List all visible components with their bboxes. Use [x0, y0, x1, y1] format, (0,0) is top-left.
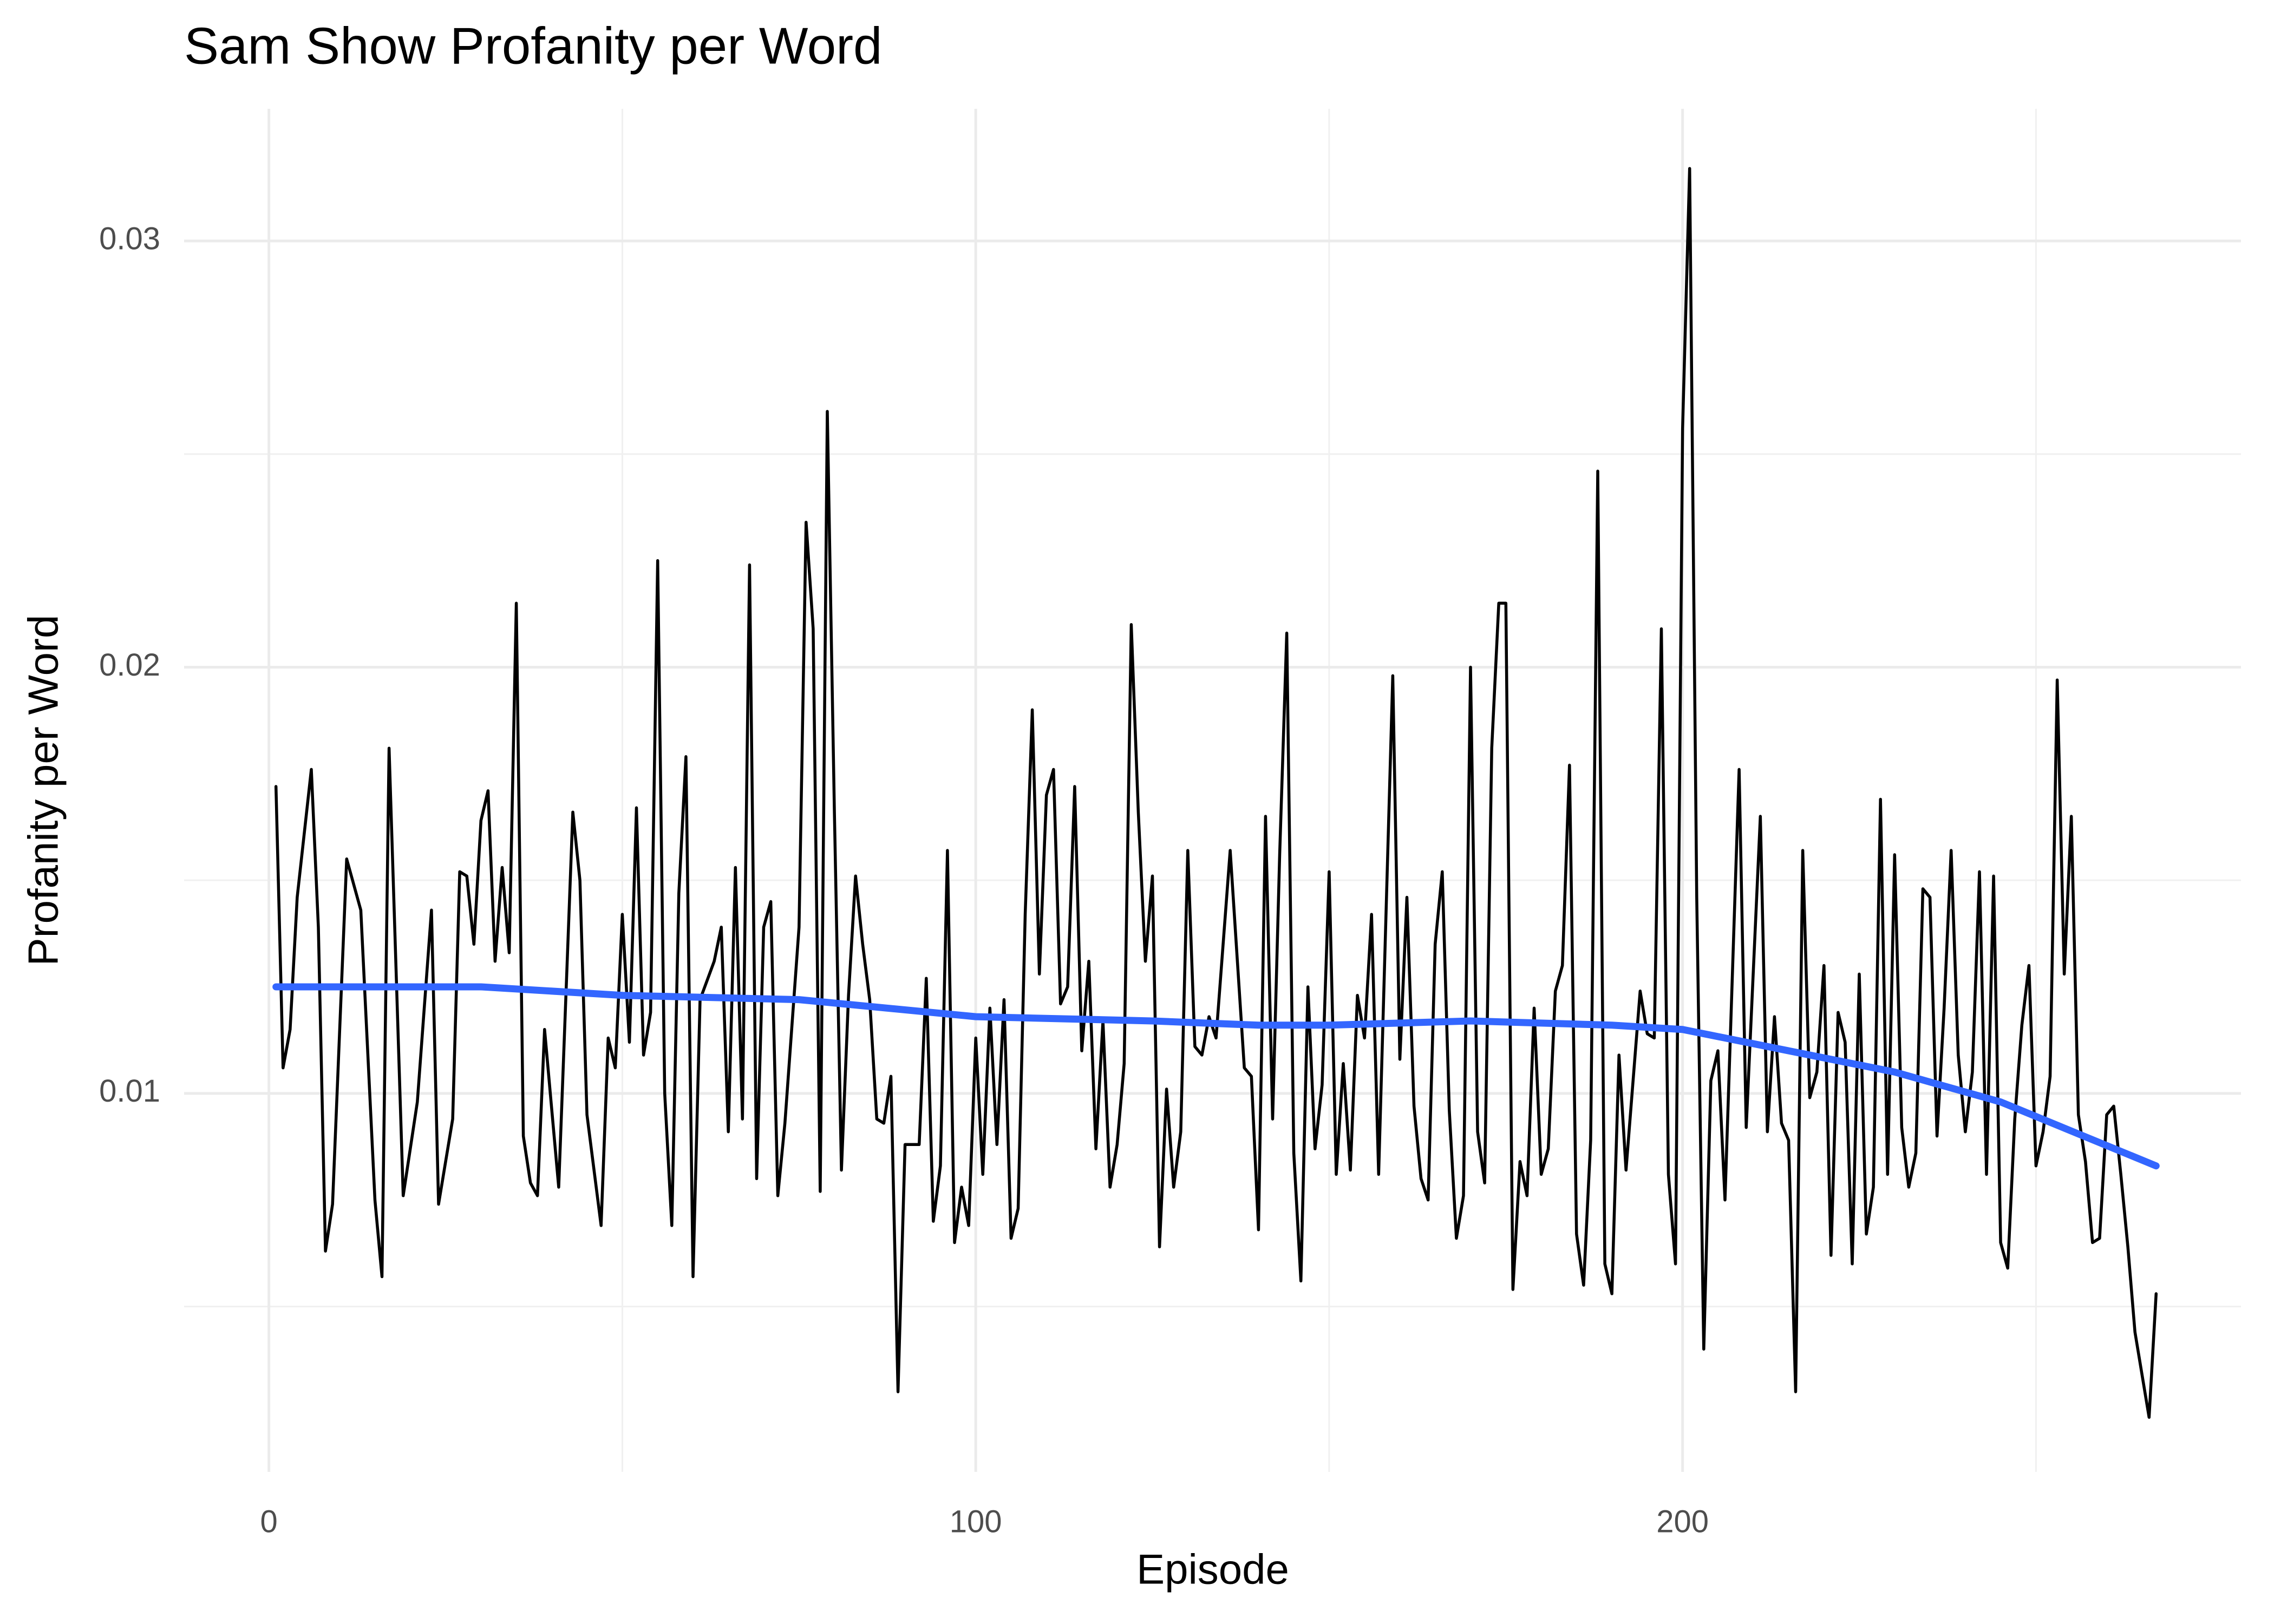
x-axis-title: Episode: [1136, 1546, 1289, 1593]
y-tick-label: 0.03: [99, 221, 160, 256]
x-tick-label: 100: [950, 1504, 1002, 1539]
y-axis-title: Profanity per Word: [19, 615, 67, 966]
data-line: [274, 167, 2158, 1419]
x-tick-label: 200: [1656, 1504, 1709, 1539]
x-tick-label: 0: [260, 1504, 278, 1539]
y-tick-label: 0.01: [99, 1073, 160, 1109]
y-tick-label: 0.02: [99, 647, 160, 683]
chart-title: Sam Show Profanity per Word: [184, 17, 882, 75]
trend-line: [272, 983, 2160, 1170]
